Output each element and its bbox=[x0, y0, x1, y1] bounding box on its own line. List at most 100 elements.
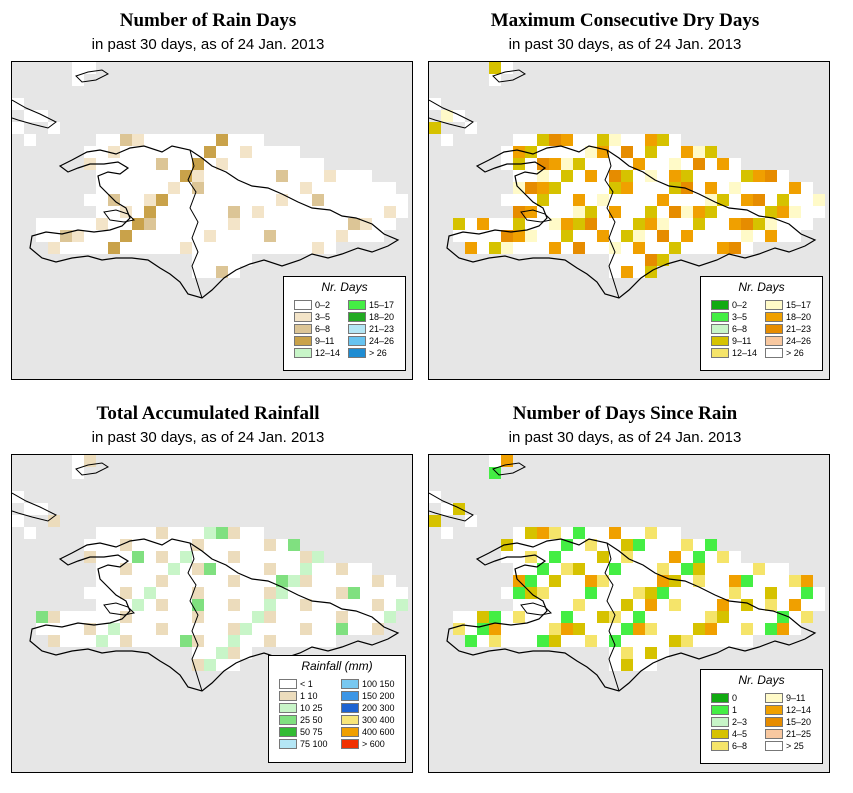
grid-cell bbox=[300, 587, 312, 599]
map-days-since-rain: Nr. Days 0 1 2–3 4–5 6–8 9–11 12–14 15–20 21–25 >… bbox=[428, 454, 830, 773]
legend-swatch bbox=[765, 335, 783, 346]
grid-cell bbox=[108, 635, 120, 647]
grid-cell bbox=[621, 575, 633, 587]
grid-cell bbox=[300, 575, 312, 587]
grid-cell bbox=[312, 194, 324, 206]
grid-cell bbox=[573, 611, 585, 623]
grid-cell bbox=[573, 527, 585, 539]
grid-cell bbox=[372, 623, 384, 635]
grid-cell bbox=[489, 467, 501, 479]
grid-cell bbox=[693, 218, 705, 230]
legend-swatch bbox=[765, 740, 783, 751]
grid-cell bbox=[288, 563, 300, 575]
grid-cell bbox=[360, 182, 372, 194]
legend-swatch bbox=[711, 728, 729, 739]
grid-cell bbox=[168, 599, 180, 611]
grid-cell bbox=[549, 563, 561, 575]
grid-cell bbox=[477, 242, 489, 254]
grid-cell bbox=[372, 575, 384, 587]
grid-cell bbox=[729, 635, 741, 647]
grid-cell bbox=[633, 266, 645, 278]
grid-cell bbox=[549, 146, 561, 158]
grid-cell bbox=[501, 230, 513, 242]
grid-cell bbox=[96, 230, 108, 242]
grid-cell bbox=[252, 527, 264, 539]
legend-label: 18–20 bbox=[786, 311, 812, 322]
grid-cell bbox=[264, 635, 276, 647]
grid-cell bbox=[240, 218, 252, 230]
grid-cell bbox=[348, 611, 360, 623]
grid-cell bbox=[669, 635, 681, 647]
grid-cell bbox=[549, 551, 561, 563]
grid-cell bbox=[264, 194, 276, 206]
grid-cell bbox=[36, 503, 48, 515]
grid-cell bbox=[813, 599, 825, 611]
grid-cell bbox=[180, 575, 192, 587]
grid-cell bbox=[633, 551, 645, 563]
gonave-island-outline bbox=[103, 602, 136, 616]
grid-cell bbox=[657, 635, 669, 647]
legend-label: 4–5 bbox=[732, 728, 748, 739]
grid-cell bbox=[573, 158, 585, 170]
hispaniola-coastline bbox=[446, 538, 817, 692]
grid-cell bbox=[717, 563, 729, 575]
grid-cell bbox=[204, 146, 216, 158]
grid-cell bbox=[72, 635, 84, 647]
grid-cell bbox=[192, 170, 204, 182]
grid-cell bbox=[513, 527, 525, 539]
legend-item: 1 bbox=[711, 704, 737, 715]
grid-cell bbox=[621, 218, 633, 230]
grid-cell bbox=[216, 551, 228, 563]
grid-cell bbox=[549, 218, 561, 230]
grid-cell bbox=[681, 563, 693, 575]
legend-item: 50 75 bbox=[279, 726, 323, 737]
hispaniola-coastline bbox=[446, 145, 817, 299]
grid-cell bbox=[489, 623, 501, 635]
grid-cell bbox=[657, 563, 669, 575]
grid-cell bbox=[120, 527, 132, 539]
grid-cell bbox=[585, 635, 597, 647]
grid-cell bbox=[657, 170, 669, 182]
grid-cell bbox=[108, 242, 120, 254]
grid-cell bbox=[108, 551, 120, 563]
grid-cell bbox=[312, 551, 324, 563]
grid-cell bbox=[156, 170, 168, 182]
grid-cell bbox=[741, 575, 753, 587]
grid-cell bbox=[168, 563, 180, 575]
grid-cell bbox=[312, 563, 324, 575]
grid-cell bbox=[693, 158, 705, 170]
grid-cell bbox=[264, 551, 276, 563]
grid-cell bbox=[264, 587, 276, 599]
grid-cell bbox=[585, 551, 597, 563]
grid-cell bbox=[573, 182, 585, 194]
grid-cell bbox=[300, 599, 312, 611]
grid-cell bbox=[669, 611, 681, 623]
grid-cell bbox=[156, 206, 168, 218]
legend-item: 2–3 bbox=[711, 716, 747, 727]
legend-swatch bbox=[765, 347, 783, 358]
legend-label: 12–14 bbox=[732, 347, 758, 358]
grid-cell bbox=[717, 623, 729, 635]
grid-cell bbox=[312, 158, 324, 170]
grid-cell bbox=[645, 539, 657, 551]
grid-cell bbox=[156, 218, 168, 230]
panel-subtitle: in past 30 days, as of 24 Jan. 2013 bbox=[91, 36, 325, 53]
grid-cell bbox=[513, 194, 525, 206]
grid-cell bbox=[525, 182, 537, 194]
grid-cell bbox=[216, 134, 228, 146]
legend-swatch bbox=[765, 323, 783, 334]
grid-cell bbox=[252, 230, 264, 242]
grid-cell bbox=[789, 206, 801, 218]
grid-cell bbox=[156, 242, 168, 254]
legend-label: 3–5 bbox=[732, 311, 748, 322]
legend-swatch bbox=[765, 716, 783, 727]
grid-cell bbox=[621, 146, 633, 158]
grid-cell bbox=[324, 587, 336, 599]
grid-cell bbox=[312, 230, 324, 242]
hispaniola-coastline bbox=[29, 538, 400, 692]
grid-cell bbox=[228, 194, 240, 206]
legend-label: 75 100 bbox=[300, 738, 328, 749]
grid-cell bbox=[705, 146, 717, 158]
grid-cell bbox=[621, 254, 633, 266]
